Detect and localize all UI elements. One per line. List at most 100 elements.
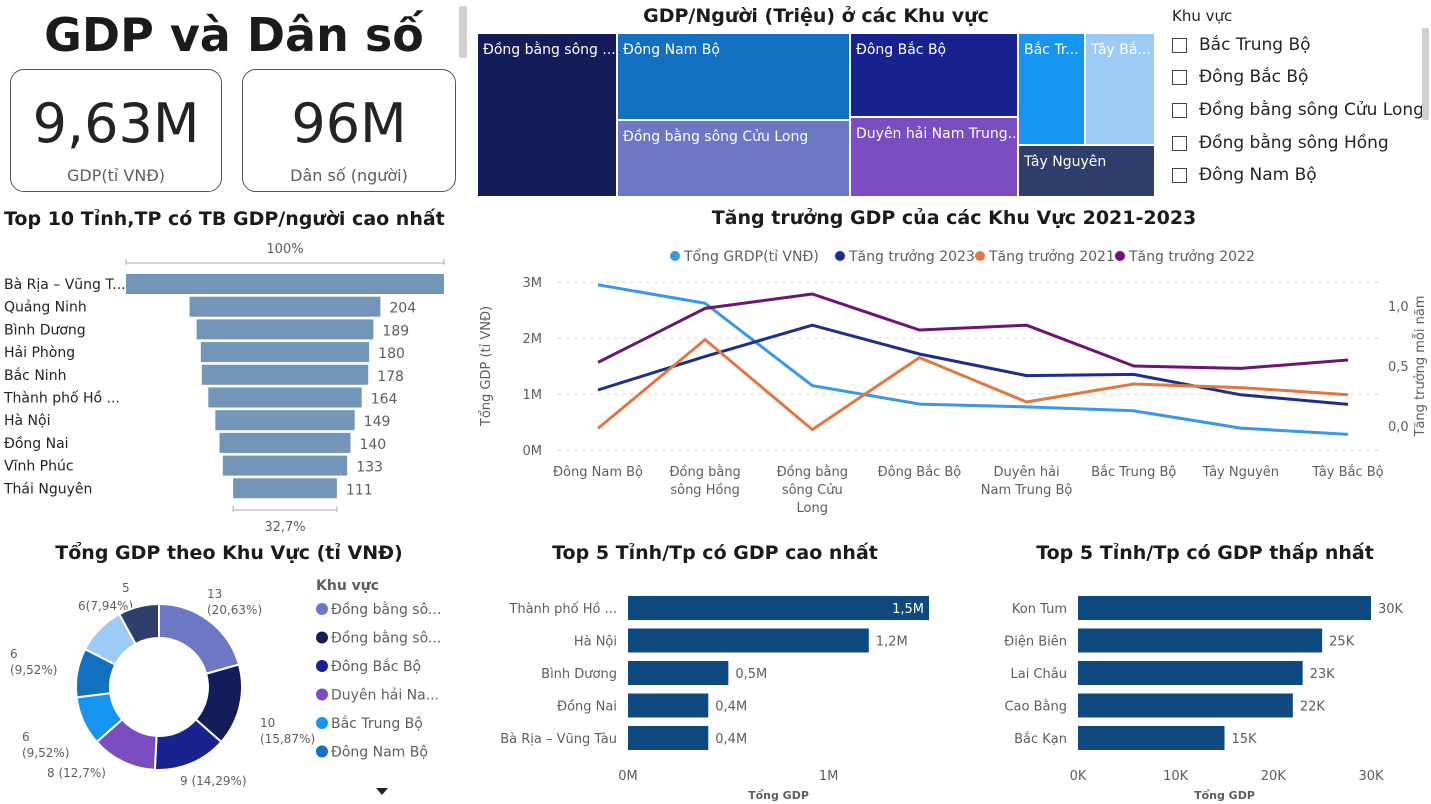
funnel-bar [215, 410, 355, 431]
slicer-item-dong-nam-bo[interactable]: Đông Nam Bộ [1172, 163, 1317, 187]
donut-data-label: 6(7,94%) [78, 599, 133, 613]
x-tick-label: 0M [618, 769, 638, 784]
funnel-category-label: Bà Rịa – Vũng T... [4, 277, 126, 293]
top5-low-bar-chart[interactable]: Kon Tum 30K Điện Biên 25K Lai Châu 23K Cao Bằn… [975, 580, 1431, 804]
bar-category-label: Điện Biên [1004, 635, 1067, 650]
treemap-chart[interactable]: Đồng bằng sông ... Đông Nam Bộ Đồng bằng s… [478, 34, 1154, 196]
page-scrollbar[interactable] [459, 6, 467, 58]
bar [1078, 596, 1371, 620]
checkbox[interactable] [1172, 102, 1187, 118]
slicer-scrollbar[interactable] [1422, 28, 1429, 120]
bar-category-label: Kon Tum [1012, 602, 1067, 617]
donut-legend-marker [316, 631, 328, 644]
funnel-bottom-percent: 32,7% [264, 520, 305, 535]
treemap-tile-label: Đồng bằng sông Cửu Long [623, 128, 808, 145]
funnel-value-label: 178 [377, 369, 404, 385]
checkbox[interactable] [1172, 69, 1187, 85]
bar [1078, 628, 1323, 653]
donut-data-label: 5 [122, 581, 130, 595]
funnel-category-label: Bình Dương [4, 322, 86, 338]
legend-marker [670, 251, 680, 261]
checkbox[interactable] [1172, 167, 1187, 183]
funnel-value-label: 189 [382, 323, 409, 339]
chevron-down-icon [376, 788, 388, 795]
funnel-value-label: 164 [371, 392, 398, 408]
treemap-tile-label: Đông Nam Bộ [623, 42, 720, 58]
series-line [597, 283, 1349, 436]
funnel-value-label: 111 [346, 482, 373, 498]
x-tick-label: Tây Nguyên [1202, 465, 1279, 480]
donut-legend-label: Duyên hải Na... [331, 688, 439, 704]
kpi-card-population: 96M Dân số (người) [242, 69, 456, 192]
y-tick-label: 0M [523, 444, 543, 459]
bar [628, 628, 869, 653]
legend-label: Tổng GRDP(tỉ VNĐ) [683, 248, 819, 265]
treemap-tile [1086, 34, 1154, 144]
kpi-population-value: 96M [291, 92, 407, 155]
funnel-value-label: 149 [364, 414, 391, 430]
y-tick-label: 1M [523, 388, 543, 403]
bar-category-label: Hà Nội [574, 635, 617, 650]
donut-chart[interactable]: 13 (20,63%) 10 (15,87%) 9 (14,29%) 8 (12,7%) 6… [0, 570, 470, 804]
x-tick-label: Đồng bằng sông Cửu Long [777, 465, 848, 516]
x-tick-label: 30K [1358, 769, 1384, 784]
treemap-tile-label: Tây Nguyên [1023, 154, 1106, 170]
x-tick-label: Bắc Trung Bộ [1091, 465, 1176, 480]
y-tick-label: 2M [523, 332, 543, 347]
funnel-bar [233, 478, 337, 499]
donut-legend-label: Bắc Trung Bộ [331, 715, 423, 732]
line-chart-title: Tăng trưởng GDP của các Khu Vực 2021-202… [711, 207, 1197, 229]
bar-value-label: 30K [1378, 602, 1404, 617]
legend-marker [975, 251, 985, 261]
bar-value-label: 0,5M [735, 667, 767, 682]
treemap-title: GDP/Người (Triệu) ở các Khu vực [643, 5, 989, 27]
x-axis-title: Tổng GDP [1194, 789, 1255, 802]
funnel-category-label: Hải Phòng [4, 345, 75, 361]
bar-value-label: 23K [1310, 667, 1336, 682]
slicer-item-dong-bac-bo[interactable]: Đông Bắc Bộ [1172, 65, 1308, 89]
y2-axis-title: Tăng trưởng mỗi năm [1413, 295, 1428, 437]
legend-marker [1115, 251, 1125, 261]
slicer-item-label: Đông Bắc Bộ [1199, 67, 1309, 87]
bar-value-label: 22K [1300, 700, 1326, 715]
bar [1078, 661, 1303, 685]
donut-legend-marker [316, 660, 328, 672]
donut-data-label: 8 (12,7%) [47, 766, 106, 780]
funnel-category-label: Quảng Ninh [4, 300, 87, 316]
funnel-value-label: 133 [356, 460, 383, 476]
bar-category-label: Thành phố Hồ ... [508, 602, 617, 617]
series-line [597, 323, 1349, 406]
funnel-category-label: Vĩnh Phúc [4, 459, 74, 475]
line-chart[interactable]: Tổng GRDP(tỉ VNĐ) Tăng trưởng 2023 Tăng tr… [470, 238, 1430, 528]
slicer-item-bac-trung-bo[interactable]: Bắc Trung Bộ [1172, 33, 1311, 57]
funnel-chart[interactable]: 100% Bà Rịa – Vũng T... Quảng Ninh 204 Bình … [0, 234, 470, 538]
bar [628, 726, 709, 750]
donut-data-label: 6 (9,52%) [10, 647, 57, 677]
donut-data-label: 13 (20,63%) [207, 587, 262, 617]
checkbox[interactable] [1172, 37, 1187, 53]
bar-category-label: Đồng Nai [557, 700, 617, 715]
donut-data-label: 6 (9,52%) [22, 730, 69, 760]
slicer-item-dbs-cuu-long[interactable]: Đồng bằng sông Cửu Long [1172, 98, 1424, 122]
treemap-tile [851, 34, 1017, 116]
bar [1078, 693, 1293, 718]
funnel-title: Top 10 Tỉnh,TP có TB GDP/người cao nhất [4, 208, 445, 230]
top5-low-title: Top 5 Tỉnh/Tp có GDP thấp nhất [1036, 542, 1374, 564]
kpi-gdp-label: GDP(tỉ VNĐ) [67, 166, 165, 185]
funnel-category-label: Đồng Nai [4, 435, 69, 452]
treemap-tile-label: Tây Bắ... [1090, 41, 1151, 58]
series-line [597, 338, 1349, 432]
slicer-item-label: Bắc Trung Bộ [1199, 35, 1311, 55]
slicer-title: Khu vực [1172, 7, 1233, 25]
top5-high-title: Top 5 Tỉnh/Tp có GDP cao nhất [552, 542, 878, 564]
donut-legend-marker [316, 603, 328, 615]
x-tick-label: Tây Bắc Bộ [1311, 465, 1383, 480]
slicer-item-dbs-hong[interactable]: Đồng bằng sông Hồng [1172, 131, 1389, 155]
treemap-tile [1019, 34, 1084, 144]
legend-label: Tăng trưởng 2023 [848, 249, 975, 265]
checkbox[interactable] [1172, 135, 1187, 151]
top5-high-bar-chart[interactable]: Thành phố Hồ ... 1,5M Hà Nội 1,2M Bình Dương… [490, 580, 950, 804]
x-tick-label: Đông Bắc Bộ [878, 465, 962, 480]
kpi-population-label: Dân số (người) [290, 166, 408, 185]
funnel-top-percent: 100% [266, 242, 303, 257]
